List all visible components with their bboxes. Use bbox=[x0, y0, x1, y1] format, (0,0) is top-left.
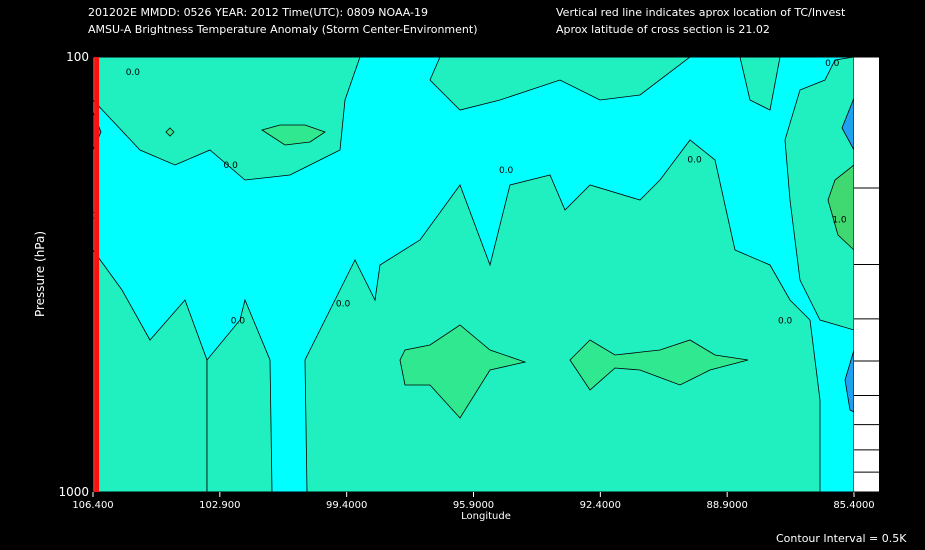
contour-label-5: 0.0 bbox=[499, 166, 514, 176]
x-tick-label-6: 85.4000 bbox=[833, 500, 874, 511]
contour-interval-note: Contour Interval = 0.5K bbox=[776, 532, 907, 545]
right-axis-ticks bbox=[854, 56, 879, 493]
anomaly-region-blue-right-top bbox=[841, 97, 854, 151]
x-axis-label: Longitude bbox=[461, 511, 511, 522]
anomaly-region-teal-main bbox=[304, 139, 821, 492]
x-tick-label-2: 99.4000 bbox=[326, 500, 367, 511]
x-axis: 106.400 102.900 99.4000 95.9000 92.4000 88.90… bbox=[72, 492, 875, 511]
anomaly-region-teal-top-right bbox=[429, 57, 691, 111]
contour-label-8: 0.0 bbox=[825, 59, 840, 69]
contour-labels: 0.0 0.0 0.0 0.0 0.0 0.0 0.0 0.0 0.0 1.0 bbox=[82, 59, 847, 326]
contour-label-6: 0.0 bbox=[687, 156, 702, 166]
contour-label-4: 0.0 bbox=[231, 317, 246, 327]
header-line1-right: Vertical red line indicates aprox locati… bbox=[556, 6, 846, 19]
anomaly-region-blue-right-bottom bbox=[844, 349, 854, 413]
contour-label-1: 0.0 bbox=[224, 161, 239, 171]
header-line1-left: 201202E MMDD: 0526 YEAR: 2012 Time(UTC):… bbox=[88, 6, 429, 19]
y-axis: 100 1000 bbox=[58, 50, 89, 499]
x-tick-label-4: 92.4000 bbox=[580, 500, 621, 511]
x-tick-label-0: 106.400 bbox=[72, 500, 113, 511]
y-tick-label-1: 1000 bbox=[58, 485, 89, 499]
anomaly-region-teal-right-upper bbox=[739, 57, 781, 111]
x-tick-label-1: 102.900 bbox=[199, 500, 240, 511]
anomaly-region-green-4 bbox=[827, 164, 854, 251]
y-tick-label-0: 100 bbox=[66, 50, 89, 64]
right-axis-strip bbox=[854, 57, 879, 492]
anomaly-region-green-1 bbox=[399, 324, 527, 419]
anomaly-region-teal-center bbox=[206, 298, 273, 492]
contour-label-7: 0.0 bbox=[778, 317, 793, 327]
x-tick-label-5: 88.9000 bbox=[706, 500, 747, 511]
anomaly-region-teal-top bbox=[93, 57, 361, 181]
anomaly-region-green-3 bbox=[261, 124, 326, 146]
contour-label-0: 0.0 bbox=[126, 68, 141, 78]
anomaly-region-green-2 bbox=[569, 339, 749, 391]
anomaly-region-teal-right bbox=[784, 57, 854, 331]
contour-label-2: 0.0 bbox=[82, 211, 97, 221]
header-line2-left: AMSU-A Brightness Temperature Anomaly (S… bbox=[88, 23, 478, 36]
contour-label-9: 1.0 bbox=[832, 215, 847, 225]
header-line2-right: Aprox latitude of cross section is 21.02 bbox=[556, 23, 770, 36]
y-axis-label: Pressure (hPa) bbox=[33, 231, 47, 317]
contour-fills bbox=[93, 57, 854, 492]
contour-label-3: 0.0 bbox=[336, 300, 351, 310]
x-tick-label-3: 95.9000 bbox=[453, 500, 494, 511]
anomaly-small-diamond bbox=[165, 127, 175, 137]
